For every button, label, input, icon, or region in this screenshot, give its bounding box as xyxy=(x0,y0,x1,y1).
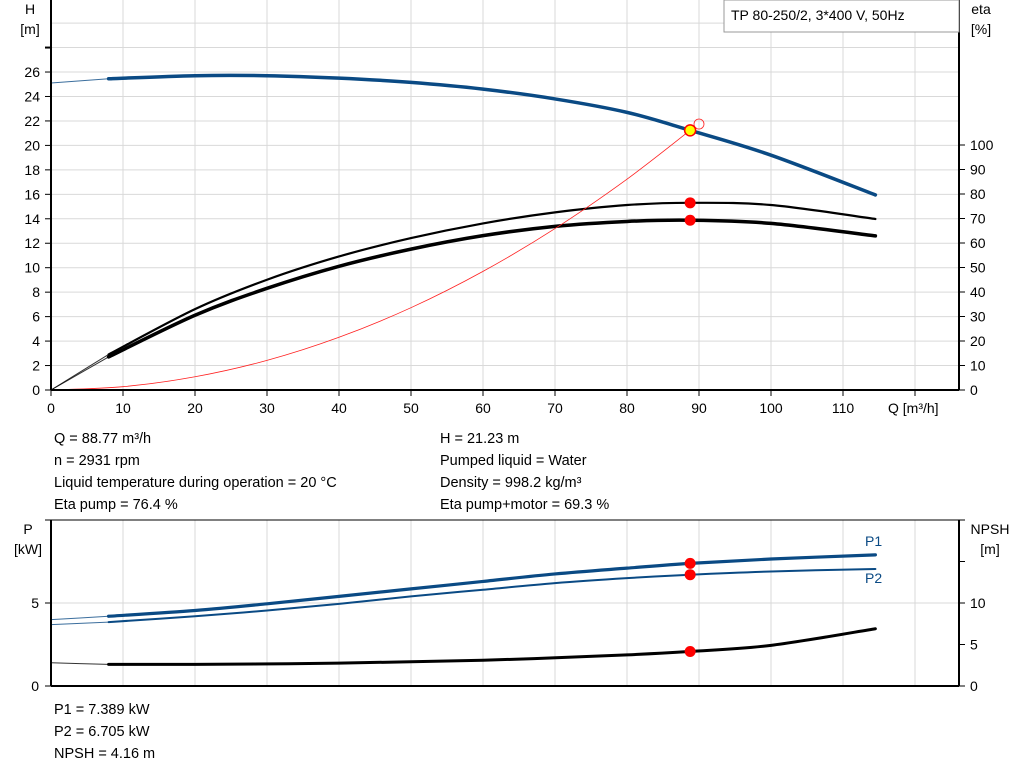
result-p2: P2 = 6.705 kW xyxy=(54,724,150,740)
result-density: Density = 998.2 kg/m³ xyxy=(440,475,582,491)
eta-pump-curve xyxy=(107,201,877,356)
h-tick-label: 24 xyxy=(24,88,40,104)
eta-pump-motor-extrapolated-line xyxy=(50,356,109,391)
results-bottom: P1 = 7.389 kW P2 = 6.705 kW NPSH = 4.16 … xyxy=(54,699,155,765)
h-tick-label: 18 xyxy=(24,162,40,178)
system-curve-curve xyxy=(50,129,691,391)
P2-extrapolated-line xyxy=(50,621,109,626)
h-tick-label: 22 xyxy=(24,113,40,129)
result-p1: P1 = 7.389 kW xyxy=(54,702,150,718)
eta-tick-label: 40 xyxy=(970,284,986,300)
eta-tick-label: 80 xyxy=(970,186,986,202)
h-tick-label: 16 xyxy=(24,186,40,202)
npsh-axis-name: NPSH xyxy=(971,521,1010,537)
eta-tick-label: 20 xyxy=(970,333,986,349)
results-top-right: H = 21.23 m Pumped liquid = Water Densit… xyxy=(440,428,609,516)
bottom-grid xyxy=(51,520,959,686)
x-tick-label: 0 xyxy=(47,400,55,416)
p-axis-name: P xyxy=(23,521,32,537)
eta-tick-label: 70 xyxy=(970,211,986,227)
eta-axis-unit: [%] xyxy=(971,21,991,37)
head-curve xyxy=(106,73,878,197)
pump-title-box: TP 80-250/2, 3*400 V, 50Hz xyxy=(723,0,960,33)
eta-tick-label: 0 xyxy=(970,382,978,398)
x-tick-label: 20 xyxy=(187,400,203,416)
h-tick-label: 6 xyxy=(32,309,40,325)
x-tick-label: 30 xyxy=(259,400,275,416)
h-axis-name: H xyxy=(25,1,35,17)
p-tick-label: 5 xyxy=(31,595,39,611)
result-eta-pump-motor: Eta pump+motor = 69.3 % xyxy=(440,497,610,513)
results-top-left: Q = 88.77 m³/h n = 2931 rpm Liquid tempe… xyxy=(54,428,337,516)
eta-pump-duty-point-marker xyxy=(684,197,696,209)
curves xyxy=(50,73,878,667)
npsh-tick-label: 5 xyxy=(970,637,978,653)
result-speed: n = 2931 rpm xyxy=(54,453,140,469)
h-tick-label: 20 xyxy=(24,137,40,153)
eta-tick-label: 10 xyxy=(970,358,986,374)
eta-pump-motor-curve xyxy=(106,218,878,359)
result-head: H = 21.23 m xyxy=(440,431,520,447)
p-tick-label: 0 xyxy=(31,678,39,694)
eta-tick-label: 50 xyxy=(970,260,986,276)
P2-curve xyxy=(107,567,877,624)
eta-pump-motor-duty-point-marker xyxy=(684,214,696,226)
axes: 0 10 20 30 40 50 60 70 80 90 100 110024681012141618… xyxy=(24,0,994,694)
h-axis-unit: [m] xyxy=(20,21,39,37)
result-liquid: Pumped liquid = Water xyxy=(440,453,587,469)
h-tick-label: 12 xyxy=(24,235,40,251)
x-tick-label: 50 xyxy=(403,400,419,416)
x-tick-label: 40 xyxy=(331,400,347,416)
P1-extrapolated-line xyxy=(50,615,109,621)
eta-tick-label: 90 xyxy=(970,162,986,178)
npsh-tick-label: 10 xyxy=(970,595,986,611)
eta-tick-label: 60 xyxy=(970,235,986,251)
q-axis-label: Q [m³/h] xyxy=(888,400,939,416)
h-tick-label: 14 xyxy=(24,211,40,227)
eta-tick-label: 100 xyxy=(970,137,994,153)
NPSH-duty-point-marker xyxy=(684,645,696,657)
h-tick-label: 26 xyxy=(24,64,40,80)
x-tick-label: 110 xyxy=(832,400,855,416)
x-tick-label: 10 xyxy=(115,400,131,416)
eta-tick-label: 30 xyxy=(970,309,986,325)
h-tick-label: 2 xyxy=(32,358,40,374)
head-extrapolated-line xyxy=(50,78,109,84)
h-tick-label: 4 xyxy=(32,333,40,349)
x-tick-label: 90 xyxy=(691,400,707,416)
operating-point-marker xyxy=(683,124,697,137)
p1-series-label: P1 xyxy=(865,533,882,549)
P1-curve xyxy=(107,553,877,618)
result-temperature: Liquid temperature during operation = 20… xyxy=(54,475,337,491)
NPSH-extrapolated-line xyxy=(50,662,109,665)
npsh-tick-label: 0 xyxy=(970,678,978,694)
h-tick-label: 0 xyxy=(32,382,40,398)
p-axis-unit: [kW] xyxy=(14,541,42,557)
x-tick-label: 60 xyxy=(475,400,491,416)
x-tick-label: 70 xyxy=(547,400,563,416)
h-tick-label: 8 xyxy=(32,284,40,300)
result-flow: Q = 88.77 m³/h xyxy=(54,431,152,447)
p2-series-label: P2 xyxy=(865,570,882,586)
h-tick-label: 10 xyxy=(24,260,40,276)
system-curve-end-marker xyxy=(693,118,705,130)
result-eta-pump: Eta pump = 76.4 % xyxy=(54,497,178,513)
top-grid xyxy=(51,0,959,390)
x-tick-label: 100 xyxy=(759,400,783,416)
P1-duty-point-marker xyxy=(684,557,696,569)
x-tick-label: 80 xyxy=(619,400,635,416)
axis-labels: H [m] eta [%] Q [m³/h] P [kW] NPSH [m] P… xyxy=(14,1,1009,586)
pump-title: TP 80-250/2, 3*400 V, 50Hz xyxy=(731,7,905,23)
npsh-axis-unit: [m] xyxy=(980,541,999,557)
P2-duty-point-marker xyxy=(684,569,696,581)
eta-axis-name: eta xyxy=(971,1,991,17)
result-npsh: NPSH = 4.16 m xyxy=(54,746,156,762)
NPSH-curve xyxy=(107,627,877,667)
